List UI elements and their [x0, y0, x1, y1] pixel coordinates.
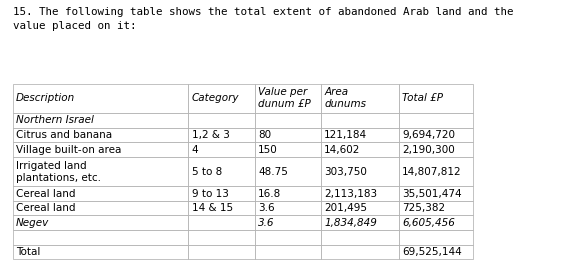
Bar: [399, 186, 473, 201]
Text: 80: 80: [258, 130, 271, 140]
Text: 303,750: 303,750: [324, 167, 367, 177]
Bar: [188, 245, 255, 259]
Text: 3.6: 3.6: [258, 203, 275, 213]
Text: 9 to 13: 9 to 13: [192, 189, 229, 199]
Text: 2,113,183: 2,113,183: [324, 189, 377, 199]
Bar: [399, 157, 473, 186]
Bar: [255, 142, 321, 157]
Bar: [13, 230, 188, 245]
Bar: [255, 215, 321, 230]
Bar: [399, 128, 473, 142]
Bar: [13, 84, 188, 113]
Text: 14,807,812: 14,807,812: [402, 167, 462, 177]
Text: 14 & 15: 14 & 15: [192, 203, 233, 213]
Text: 6,605,456: 6,605,456: [402, 218, 455, 228]
Bar: [399, 215, 473, 230]
Text: 2,190,300: 2,190,300: [402, 145, 455, 155]
Text: Category: Category: [192, 94, 239, 103]
Bar: [321, 113, 399, 128]
Text: 201,495: 201,495: [324, 203, 367, 213]
Text: Negev: Negev: [16, 218, 50, 228]
Text: Irrigated land
plantations, etc.: Irrigated land plantations, etc.: [16, 161, 101, 183]
Bar: [321, 201, 399, 215]
Bar: [13, 113, 188, 128]
Text: 15. The following table shows the total extent of abandoned Arab land and the
va: 15. The following table shows the total …: [13, 7, 513, 31]
Text: 48.75: 48.75: [258, 167, 288, 177]
Bar: [255, 230, 321, 245]
Bar: [255, 128, 321, 142]
Bar: [188, 128, 255, 142]
Text: 3.6: 3.6: [258, 218, 275, 228]
Text: Northern Israel: Northern Israel: [16, 115, 94, 125]
Bar: [255, 245, 321, 259]
Bar: [188, 201, 255, 215]
Text: Area
dunums: Area dunums: [324, 88, 366, 110]
Bar: [399, 201, 473, 215]
Bar: [188, 230, 255, 245]
Bar: [13, 142, 188, 157]
Bar: [255, 84, 321, 113]
Bar: [255, 201, 321, 215]
Bar: [321, 230, 399, 245]
Bar: [321, 157, 399, 186]
Bar: [399, 113, 473, 128]
Bar: [13, 215, 188, 230]
Bar: [321, 215, 399, 230]
Bar: [188, 215, 255, 230]
Bar: [188, 157, 255, 186]
Text: 16.8: 16.8: [258, 189, 281, 199]
Text: Total £P: Total £P: [402, 94, 443, 103]
Bar: [13, 201, 188, 215]
Bar: [321, 245, 399, 259]
Bar: [255, 186, 321, 201]
Bar: [255, 157, 321, 186]
Bar: [399, 84, 473, 113]
Text: 725,382: 725,382: [402, 203, 445, 213]
Text: 1,2 & 3: 1,2 & 3: [192, 130, 230, 140]
Bar: [399, 245, 473, 259]
Text: 150: 150: [258, 145, 278, 155]
Text: Description: Description: [16, 94, 75, 103]
Bar: [399, 142, 473, 157]
Bar: [13, 157, 188, 186]
Bar: [321, 84, 399, 113]
Text: Cereal land: Cereal land: [16, 189, 75, 199]
Text: Total: Total: [16, 247, 40, 257]
Text: 9,694,720: 9,694,720: [402, 130, 455, 140]
Bar: [188, 142, 255, 157]
Bar: [399, 230, 473, 245]
Text: Value per
dunum £P: Value per dunum £P: [258, 88, 311, 110]
Text: 14,602: 14,602: [324, 145, 361, 155]
Text: 5 to 8: 5 to 8: [192, 167, 222, 177]
Bar: [188, 186, 255, 201]
Text: 69,525,144: 69,525,144: [402, 247, 462, 257]
Bar: [13, 128, 188, 142]
Bar: [13, 186, 188, 201]
Bar: [255, 113, 321, 128]
Text: 35,501,474: 35,501,474: [402, 189, 462, 199]
Bar: [13, 245, 188, 259]
Text: 1,834,849: 1,834,849: [324, 218, 377, 228]
Text: Citrus and banana: Citrus and banana: [16, 130, 112, 140]
Text: Village built-on area: Village built-on area: [16, 145, 122, 155]
Bar: [321, 142, 399, 157]
Text: Cereal land: Cereal land: [16, 203, 75, 213]
Bar: [188, 113, 255, 128]
Text: 4: 4: [192, 145, 199, 155]
Bar: [188, 84, 255, 113]
Bar: [321, 186, 399, 201]
Text: 121,184: 121,184: [324, 130, 367, 140]
Bar: [321, 128, 399, 142]
